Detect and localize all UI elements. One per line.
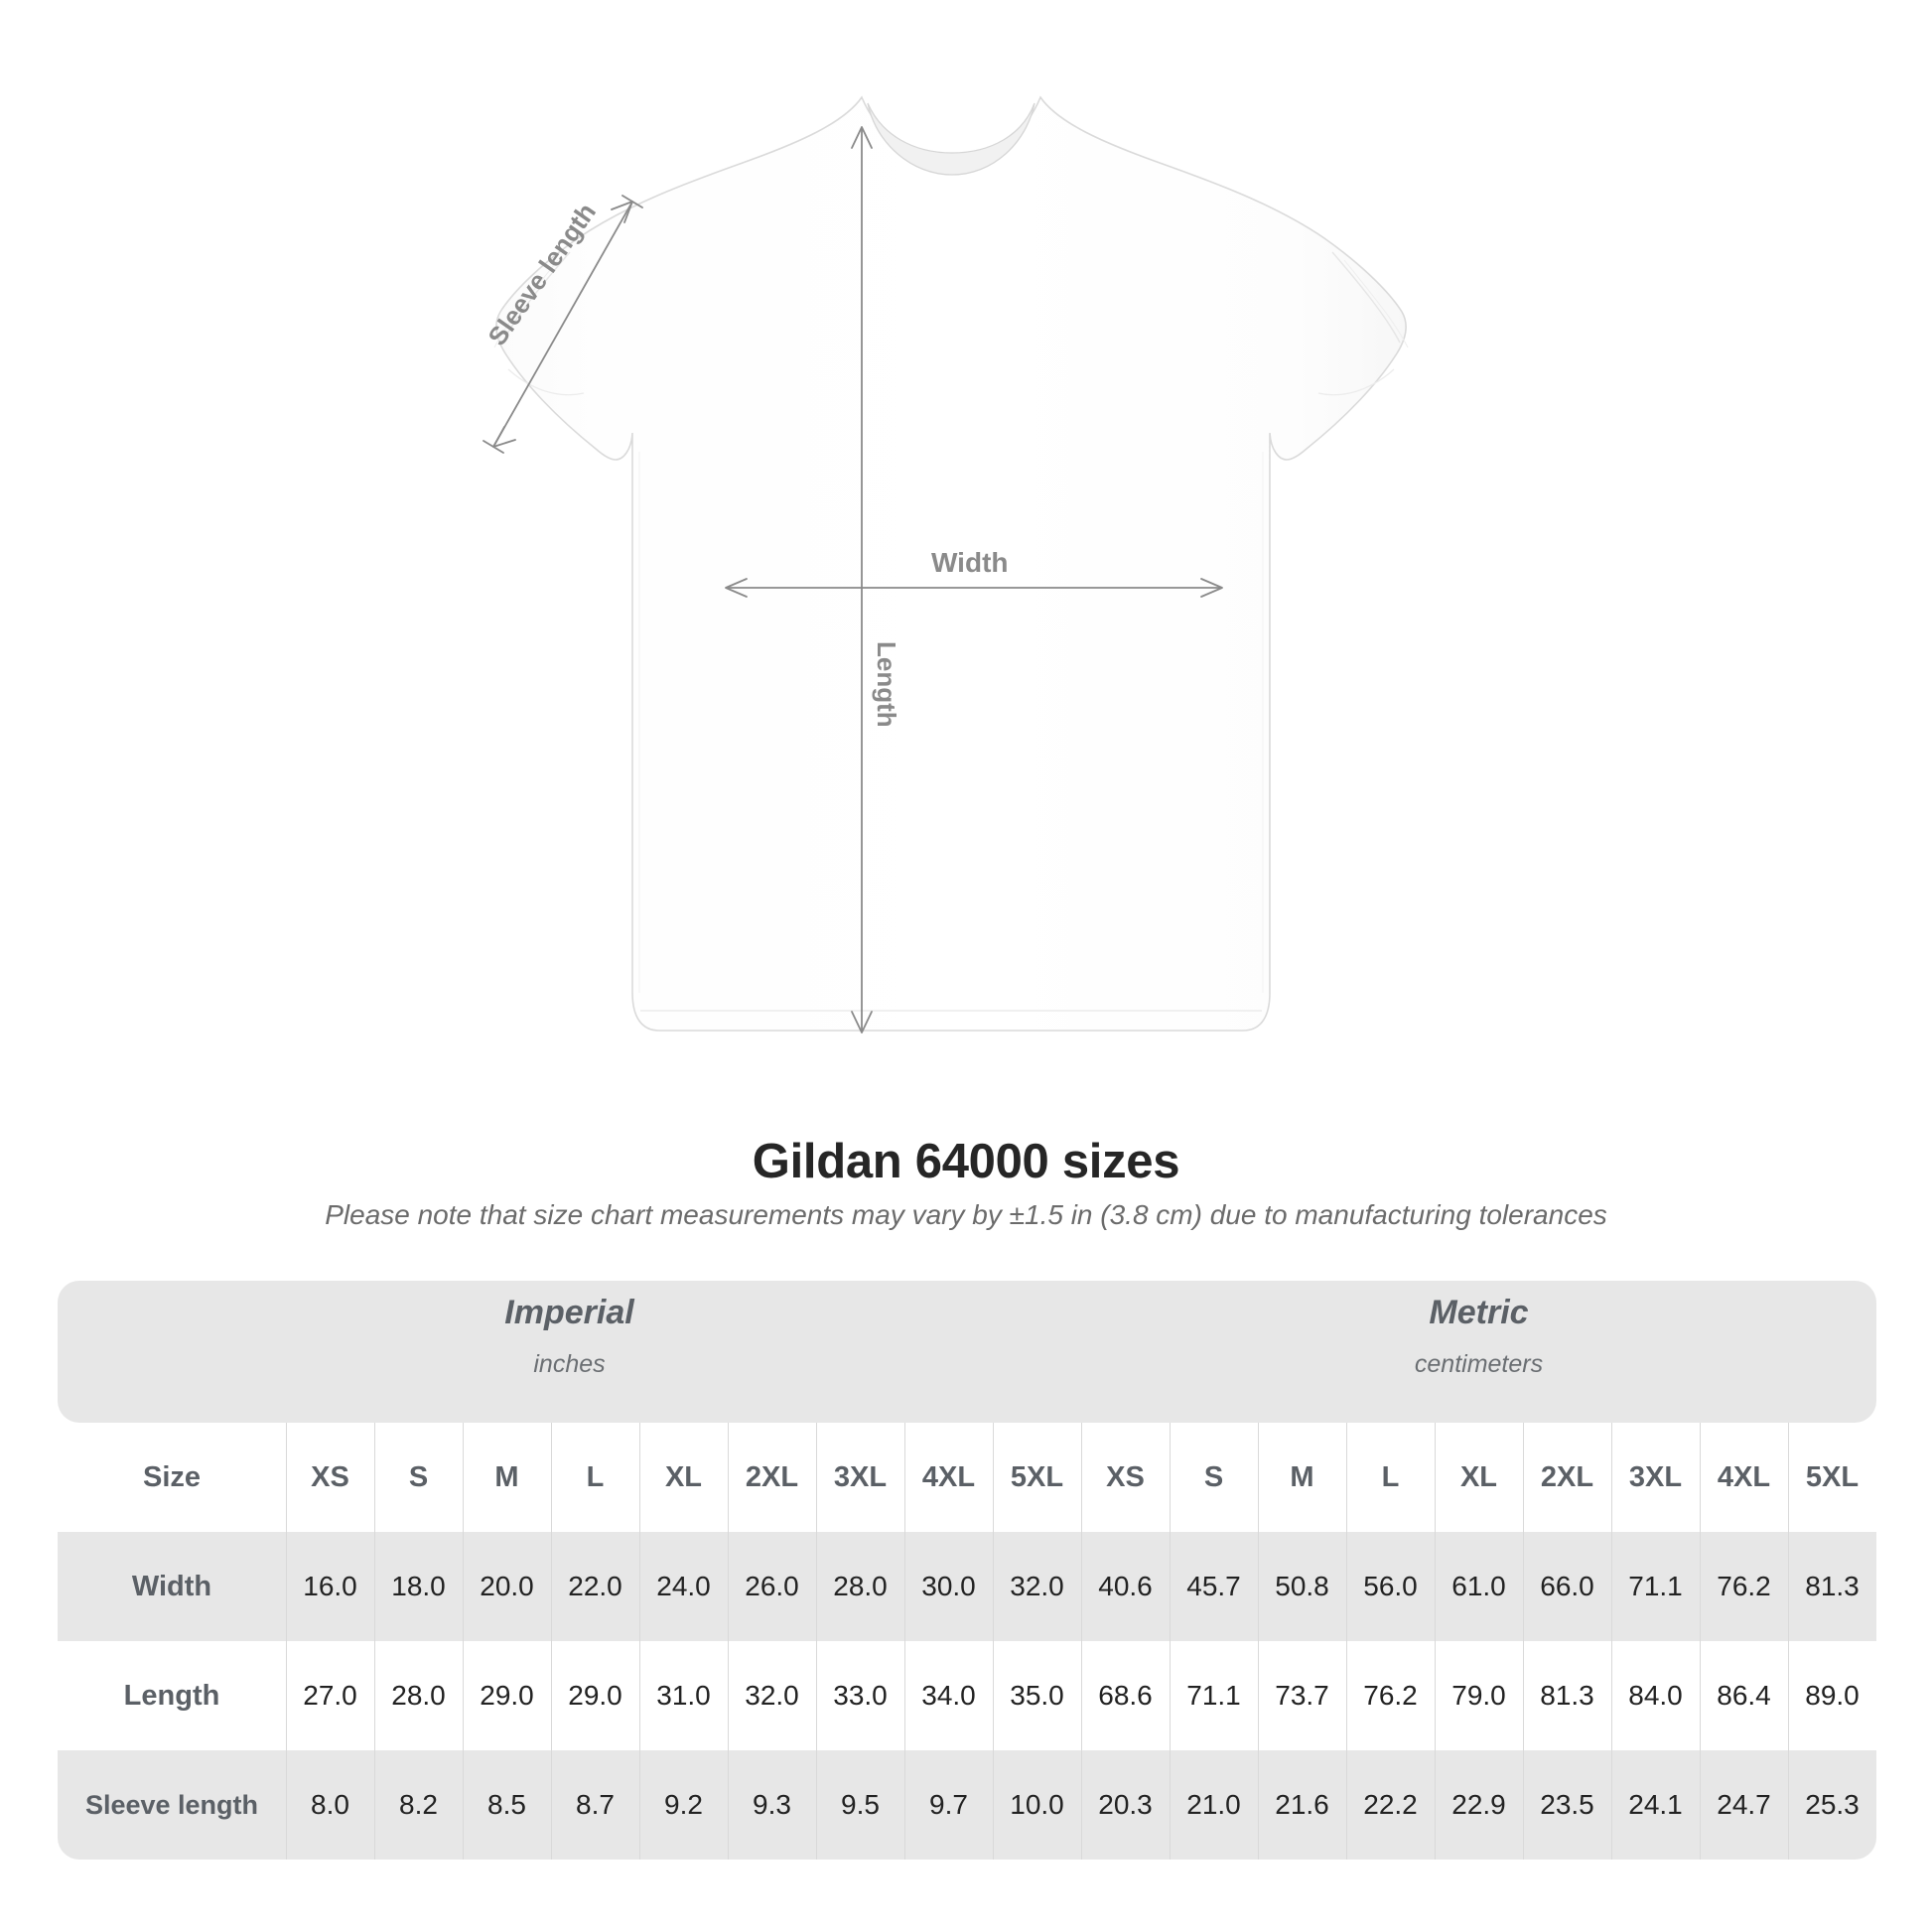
svg-text:Length: Length — [872, 641, 901, 728]
svg-text:Width: Width — [931, 547, 1009, 578]
